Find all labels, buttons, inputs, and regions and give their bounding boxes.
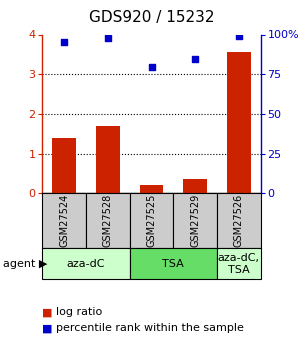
Bar — [42, 193, 86, 248]
Text: TSA: TSA — [162, 259, 184, 269]
Bar — [173, 193, 217, 248]
Bar — [96, 126, 120, 193]
Text: GSM27525: GSM27525 — [146, 194, 157, 247]
Text: GSM27529: GSM27529 — [190, 194, 200, 247]
Bar — [139, 185, 164, 193]
Bar — [130, 193, 173, 248]
Bar — [52, 138, 76, 193]
Bar — [227, 52, 251, 193]
Bar — [130, 248, 217, 279]
Text: log ratio: log ratio — [56, 307, 102, 317]
Text: percentile rank within the sample: percentile rank within the sample — [56, 324, 244, 333]
Point — [236, 34, 241, 39]
Text: ■: ■ — [42, 324, 53, 333]
Bar — [86, 193, 130, 248]
Text: aza-dC: aza-dC — [67, 259, 105, 269]
Text: GSM27524: GSM27524 — [59, 194, 69, 247]
Point — [193, 56, 198, 62]
Point — [149, 64, 154, 70]
Text: ■: ■ — [42, 307, 53, 317]
Bar — [217, 193, 261, 248]
Point — [62, 39, 67, 45]
Text: GSM27526: GSM27526 — [234, 194, 244, 247]
Text: agent ▶: agent ▶ — [3, 259, 47, 269]
Text: GSM27528: GSM27528 — [103, 194, 113, 247]
Bar — [183, 179, 207, 193]
Bar — [42, 248, 130, 279]
Text: GDS920 / 15232: GDS920 / 15232 — [89, 10, 214, 25]
Bar — [217, 248, 261, 279]
Text: aza-dC,
TSA: aza-dC, TSA — [218, 253, 260, 275]
Point — [105, 35, 110, 40]
